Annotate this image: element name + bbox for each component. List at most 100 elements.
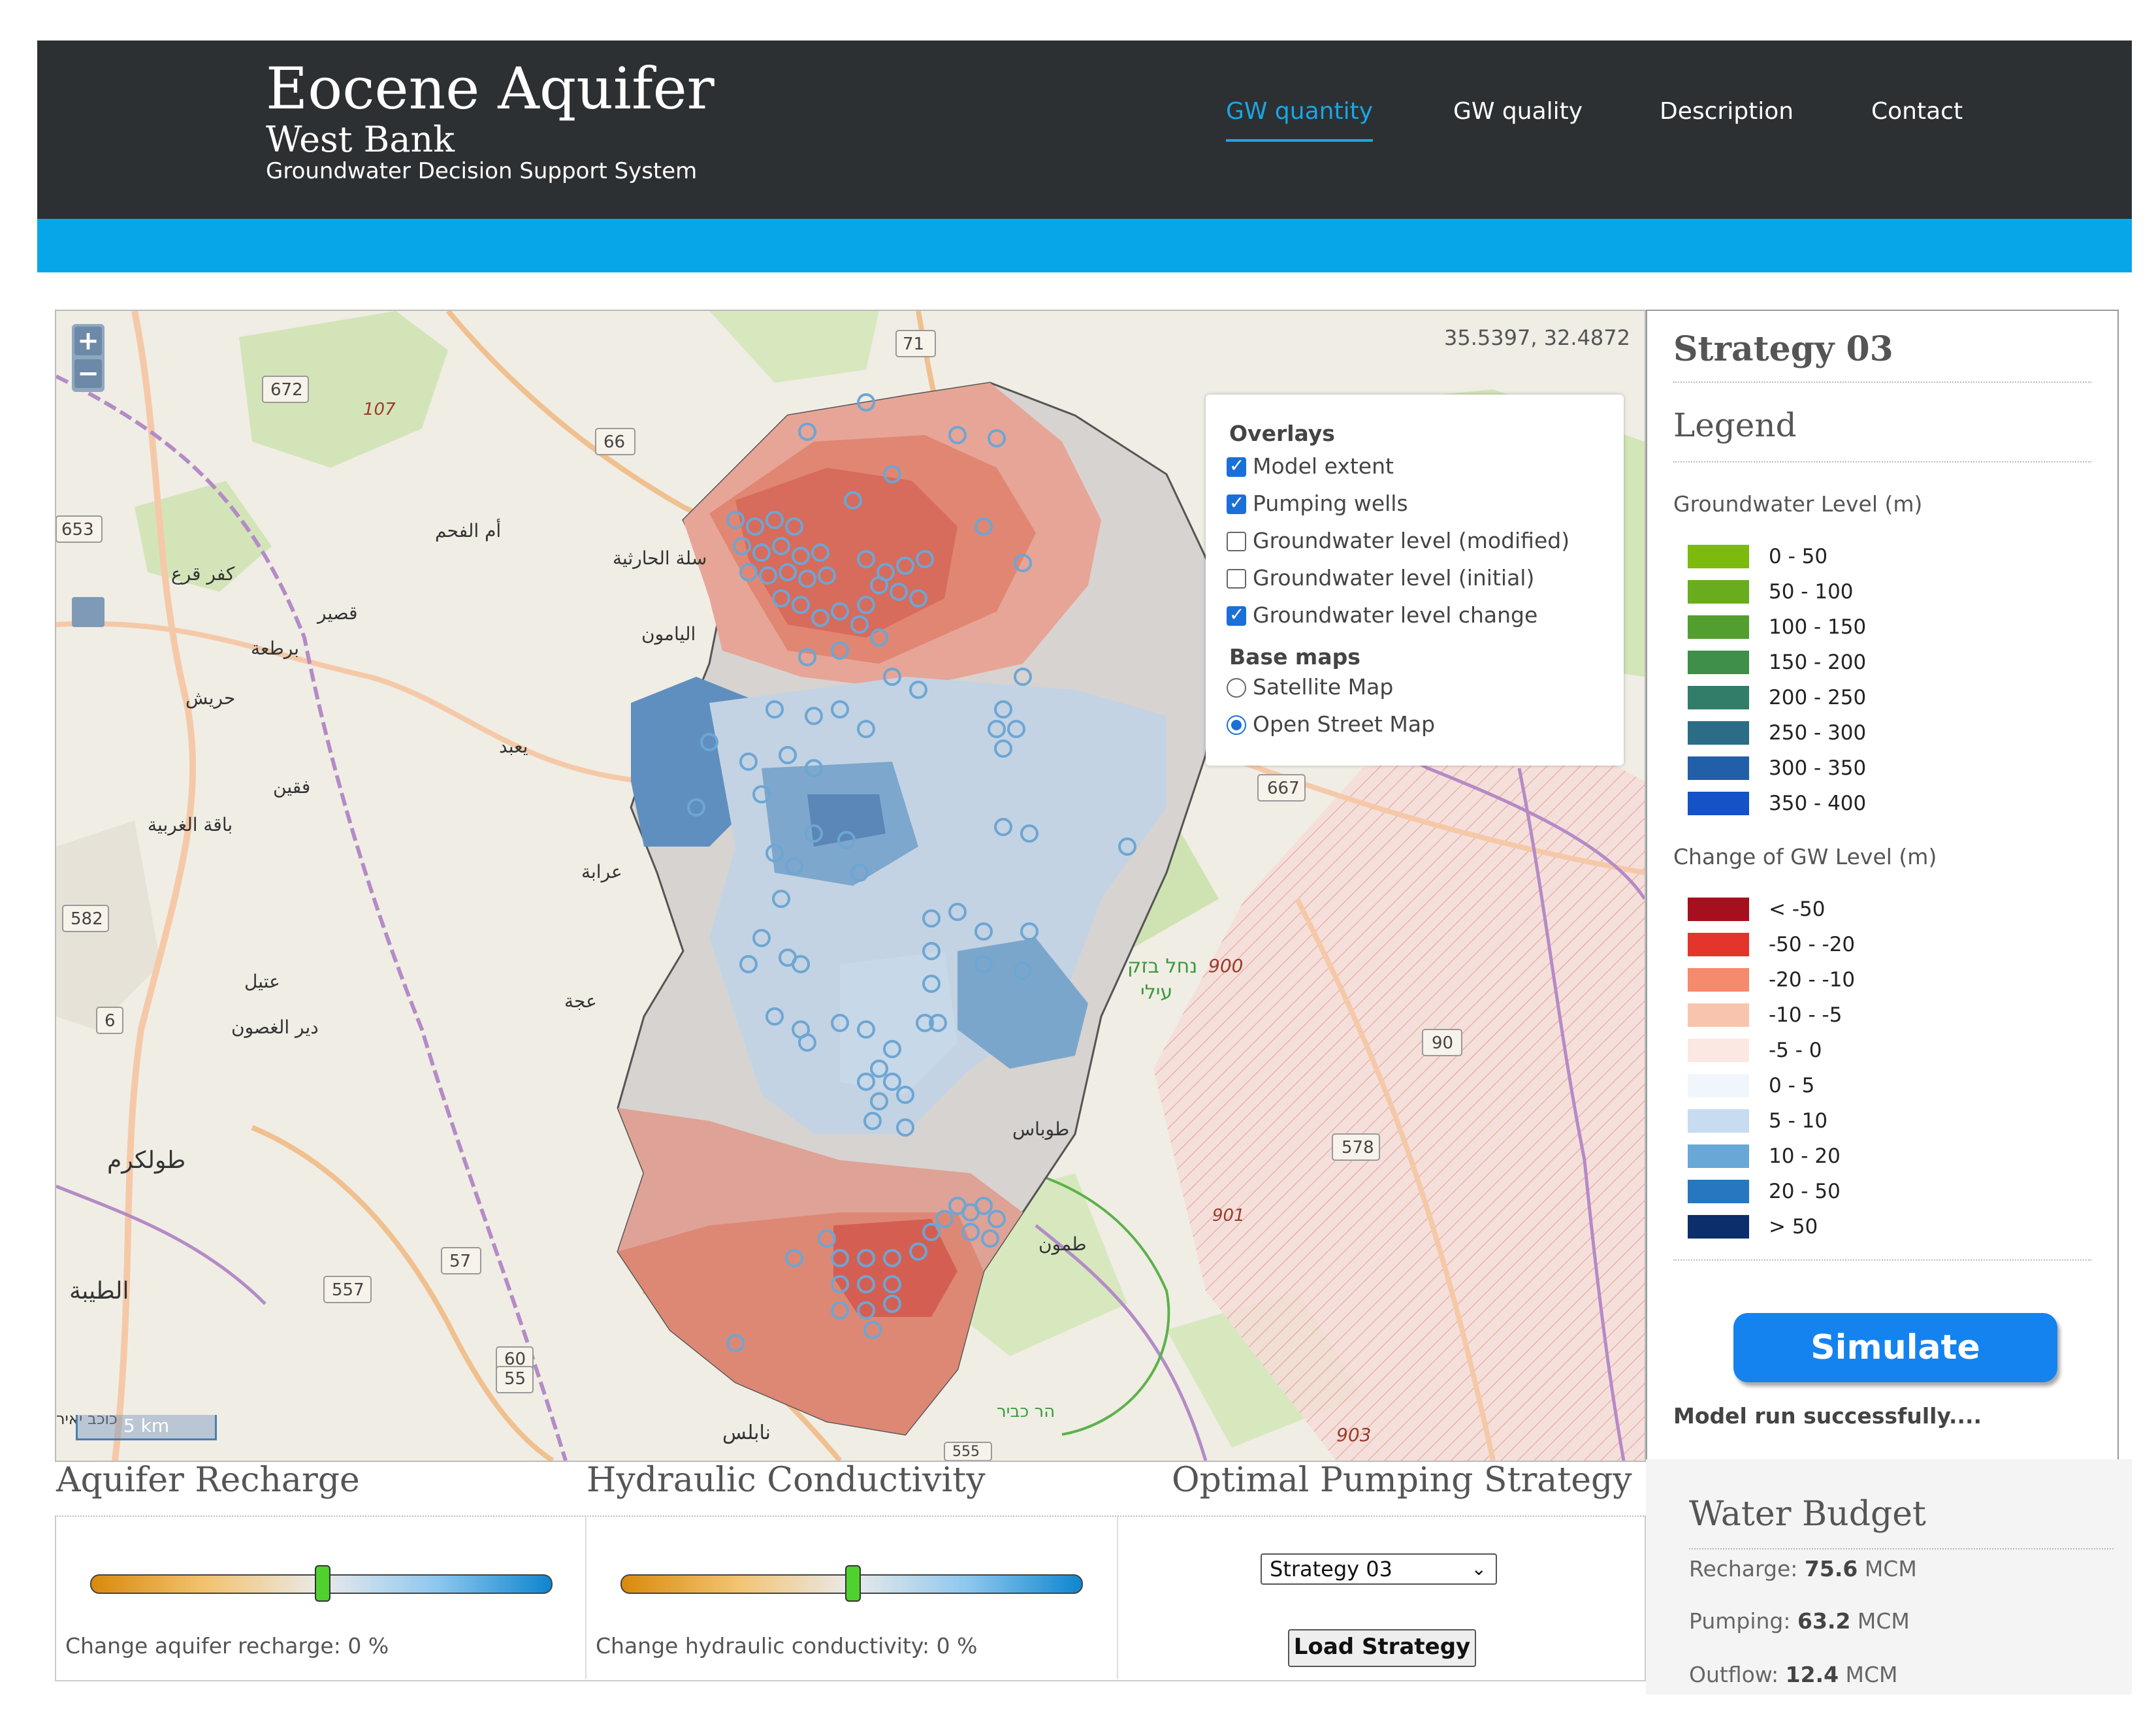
place-label: عتيل xyxy=(244,971,280,992)
water-budget-panel: Water Budget Recharge: 75.6 MCM Pumping:… xyxy=(1646,1459,2132,1694)
legend-label: 0 - 5 xyxy=(1769,1074,1815,1097)
place-label: فقين xyxy=(273,776,311,798)
budget-label: Pumping: xyxy=(1689,1608,1791,1634)
layer-control-panel: Overlays Model extent Pumping wells Grou… xyxy=(1206,395,1624,766)
legend-swatch xyxy=(1688,1074,1749,1097)
map-view[interactable]: 71 672 107 66 653 667 582 6 90 578 57 55… xyxy=(55,310,1646,1462)
area-label: 901 xyxy=(1212,1206,1245,1225)
place-label: يعبد xyxy=(499,736,528,757)
controls-panel xyxy=(55,1515,1646,1681)
place-label: نابلس xyxy=(722,1421,771,1444)
legend-swatch xyxy=(1688,968,1749,992)
conductivity-slider-handle[interactable] xyxy=(845,1565,861,1602)
overlay-label: Groundwater level (modified) xyxy=(1253,528,1570,553)
checkbox-icon[interactable] xyxy=(1227,569,1246,589)
budget-unit: MCM xyxy=(1845,1662,1898,1687)
legend-label: -20 - -10 xyxy=(1769,968,1856,992)
overlay-pumping-wells[interactable]: Pumping wells xyxy=(1227,491,1408,516)
radio-icon[interactable] xyxy=(1227,678,1246,698)
load-strategy-button[interactable]: Load Strategy xyxy=(1288,1629,1476,1667)
road-label: 55 xyxy=(504,1369,526,1389)
road-label: 71 xyxy=(903,334,925,354)
checkbox-checked-icon[interactable] xyxy=(1227,455,1246,477)
legend-swatch xyxy=(1688,1109,1749,1133)
place-label: طمون xyxy=(1038,1233,1087,1255)
road-label: 555 xyxy=(952,1444,980,1460)
budget-recharge-row: Recharge: 75.6 MCM xyxy=(1689,1556,1917,1581)
recharge-title: Aquifer Recharge xyxy=(56,1461,360,1500)
legend-swatch xyxy=(1688,756,1749,780)
road-label: 6 xyxy=(105,1011,116,1031)
app-subtitle: West Bank xyxy=(266,119,455,160)
legend-label: > 50 xyxy=(1769,1215,1818,1239)
nav-gw-quality[interactable]: GW quality xyxy=(1453,98,1583,125)
overlay-gw-level-initial[interactable]: Groundwater level (initial) xyxy=(1227,565,1534,591)
strategy-sidebar: Strategy 03 Legend Groundwater Level (m)… xyxy=(1646,310,2119,1462)
overlay-model-extent[interactable]: Model extent xyxy=(1227,453,1394,479)
place-label: قصير xyxy=(317,602,358,624)
nav-contact[interactable]: Contact xyxy=(1871,98,1963,125)
radio-selected-icon[interactable] xyxy=(1227,715,1246,735)
change-legend-title: Change of GW Level (m) xyxy=(1673,844,1937,869)
checkbox-checked-icon[interactable] xyxy=(1227,604,1246,626)
road-label: 107 xyxy=(363,400,396,419)
checkbox-icon[interactable] xyxy=(1227,532,1246,551)
budget-unit: MCM xyxy=(1857,1608,1910,1634)
strategy-panel-title: Optimal Pumping Strategy xyxy=(1172,1461,1632,1500)
simulate-button[interactable]: Simulate xyxy=(1733,1313,2057,1382)
divider xyxy=(1673,1259,2091,1261)
legend-swatch xyxy=(1688,721,1749,745)
app-header: Eocene Aquifer West Bank Groundwater Dec… xyxy=(37,41,2132,219)
place-label: اليامون xyxy=(641,623,696,645)
legend-label: -50 - -20 xyxy=(1769,933,1856,956)
gw-level-legend-title: Groundwater Level (m) xyxy=(1673,491,1923,517)
scale-bar: 5 km xyxy=(76,1415,217,1440)
road-label: 672 xyxy=(270,380,303,400)
road-label: 578 xyxy=(1342,1138,1374,1158)
layers-icon[interactable] xyxy=(72,597,105,627)
place-label: כוכב יאיר xyxy=(56,1410,118,1428)
area-label: 903 xyxy=(1336,1424,1372,1446)
place-label: برطعة xyxy=(251,638,300,659)
legend-label: 100 - 150 xyxy=(1769,615,1867,639)
place-label: عجة xyxy=(564,990,597,1012)
recharge-slider-handle[interactable] xyxy=(315,1565,330,1602)
place-label: حريش xyxy=(185,687,236,709)
place-label: הר כביר xyxy=(997,1402,1055,1421)
place-label: طولكرم xyxy=(107,1147,186,1174)
legend-swatch xyxy=(1688,651,1749,674)
checkbox-checked-icon[interactable] xyxy=(1227,492,1246,514)
legend-label: 300 - 350 xyxy=(1769,756,1867,780)
place-label: נחל בזק xyxy=(1127,955,1198,978)
legend-label: 250 - 300 xyxy=(1769,721,1867,745)
divider xyxy=(1673,461,2091,462)
strategy-select-value: Strategy 03 xyxy=(1270,1557,1392,1581)
legend-label: 350 - 400 xyxy=(1769,792,1867,815)
place-label: عرابة xyxy=(581,861,622,883)
overlay-gw-level-modified[interactable]: Groundwater level (modified) xyxy=(1227,528,1570,553)
budget-value: 75.6 xyxy=(1804,1556,1858,1581)
budget-label: Outflow: xyxy=(1689,1662,1779,1687)
budget-value: 12.4 xyxy=(1785,1662,1839,1687)
overlay-gw-level-change[interactable]: Groundwater level change xyxy=(1227,602,1537,628)
legend-label: 20 - 50 xyxy=(1769,1180,1841,1203)
legend-swatch xyxy=(1688,933,1749,956)
legend-swatch xyxy=(1688,1144,1749,1168)
basemap-osm[interactable]: Open Street Map xyxy=(1227,711,1435,737)
legend-swatch xyxy=(1688,686,1749,709)
road-label: 66 xyxy=(603,432,626,452)
zoom-out-button[interactable]: − xyxy=(74,359,102,388)
budget-outflow-row: Outflow: 12.4 MCM xyxy=(1689,1662,1898,1687)
coordinate-readout: 35.5397, 32.4872 xyxy=(1444,325,1630,350)
zoom-in-button[interactable]: + xyxy=(74,327,102,355)
legend-label: < -50 xyxy=(1769,898,1826,921)
nav-gw-quantity[interactable]: GW quantity xyxy=(1226,98,1374,142)
budget-unit: MCM xyxy=(1864,1556,1917,1581)
status-message: Model run successfully.... xyxy=(1673,1403,1982,1429)
basemap-satellite[interactable]: Satellite Map xyxy=(1227,674,1393,700)
strategy-title: Strategy 03 xyxy=(1673,329,1893,369)
nav-description[interactable]: Description xyxy=(1660,98,1794,125)
road-label: 90 xyxy=(1432,1033,1454,1053)
strategy-select[interactable]: Strategy 03 ⌄ xyxy=(1261,1553,1497,1585)
place-label: עילי xyxy=(1140,981,1173,1004)
